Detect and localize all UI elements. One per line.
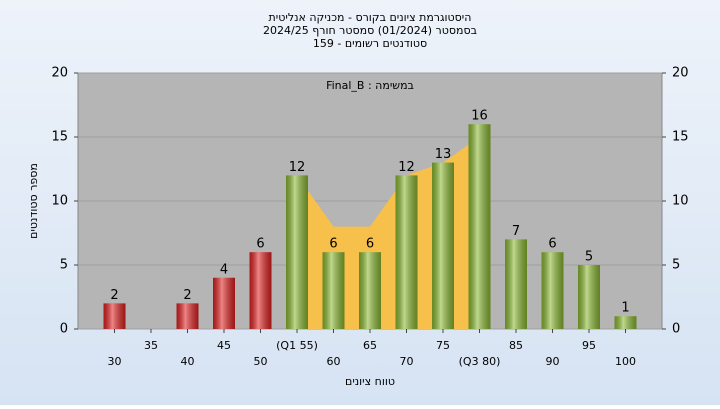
y-tick-label: 5 [60,258,68,273]
y-tick-label: 15 [51,130,68,145]
y-tick-label: 20 [51,66,68,81]
x-tick-label: 30 [108,355,122,368]
x-tick-label: (Q3 80) [459,355,501,368]
y-tick-label: 10 [51,194,68,209]
y2-tick-label: 15 [672,130,689,145]
bar-shade [249,252,272,329]
y2-tick-label: 20 [672,66,689,81]
bar-shade [286,175,308,329]
y2-tick-label: 0 [672,322,680,337]
x-tick-label: 90 [546,355,560,368]
x-tick-label: 95 [582,339,596,352]
bar-shade [578,265,600,329]
bar-shade [614,316,637,329]
y-tick-label: 0 [60,322,68,337]
bar-shade [322,252,345,329]
title-line: היסטוגרמת ציונים בקורס - מכניקה אנליטית [269,11,472,24]
data-label: 6 [329,237,337,252]
x-tick-label: 40 [181,355,195,368]
annotation: Final_B : במשימה [326,79,414,92]
bar-shade [213,277,235,329]
data-label: 4 [220,262,228,277]
bar-shade [432,162,454,329]
data-label: 1 [621,301,629,316]
x-tick-label: (Q1 55) [276,339,318,352]
y2-tick-label: 10 [672,194,689,209]
x-tick-label: 50 [254,355,268,368]
x-tick-label: 85 [509,339,523,352]
data-label: 2 [183,288,191,303]
x-tick-label: 70 [400,355,414,368]
title-line: סטודנטים רשומים - 159 [313,37,427,50]
x-axis-label: טווח ציונים [345,375,395,388]
bar-shade [176,303,199,329]
bar-shade [541,252,564,329]
y-axis-label: מספר סטודנטים [27,163,40,239]
bar-shade [103,303,126,329]
data-label: 16 [471,109,488,124]
data-label: 12 [289,160,306,175]
x-tick-label: 60 [327,355,341,368]
x-tick-label: 65 [363,339,377,352]
x-tick-label: 45 [217,339,231,352]
y2-tick-label: 5 [672,258,680,273]
title-line: בסמסטר (01/2024) סמסטר חורף 2024/25 [263,24,477,37]
x-tick-label: 35 [144,339,158,352]
x-tick-label: 75 [436,339,450,352]
bar-shade [359,252,381,329]
data-label: 2 [110,288,118,303]
bar-shade [468,124,491,329]
data-label: 6 [256,237,264,252]
bar-shade [505,239,527,329]
data-label: 7 [512,224,520,239]
x-tick-label: 100 [615,355,636,368]
data-label: 6 [548,237,556,252]
data-label: 5 [585,250,593,265]
bar-shade [395,175,418,329]
data-label: 12 [398,160,415,175]
data-label: 13 [435,147,452,162]
data-label: 6 [366,237,374,252]
